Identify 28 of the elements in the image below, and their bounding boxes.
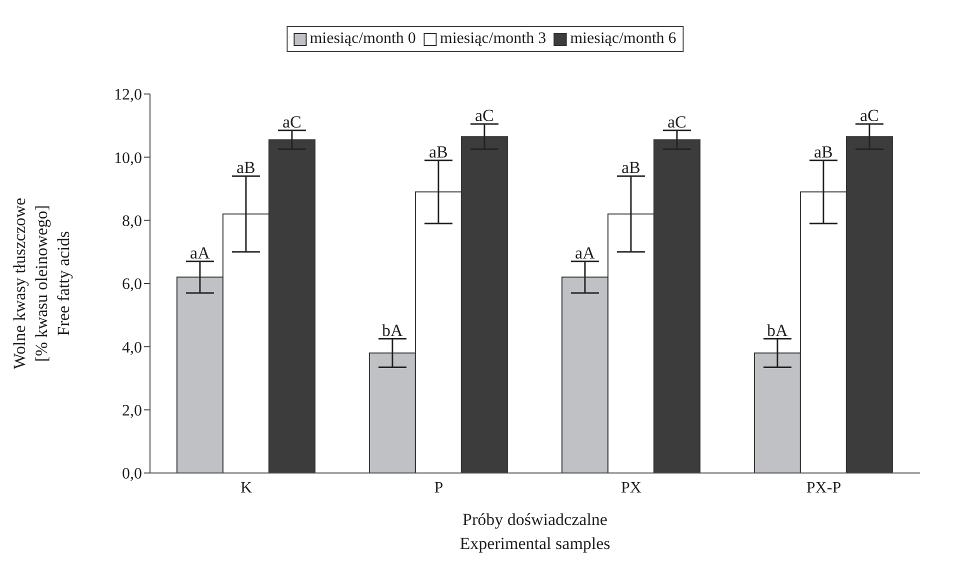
data-label: aA [190, 243, 211, 262]
y-tick-label: 8,0 [122, 213, 142, 230]
legend-label: miesiąc/month 0 [310, 30, 416, 48]
x-tick-label: K [240, 479, 252, 496]
data-label: aC [668, 112, 686, 132]
x-tick-label: PX-P [806, 479, 842, 496]
x-tick-label: P [434, 479, 444, 496]
y-tick-label: 2,0 [122, 402, 142, 420]
y-tick-label: 6,0 [122, 276, 142, 294]
y-tick-label: 12,0 [114, 86, 142, 104]
y-axis-title: Wolne kwasy tłuszczowe [% kwasu oleinowego] Free fatty acids [10, 198, 73, 370]
y-tick-label: 0,0 [122, 466, 142, 483]
data-label: aC [860, 106, 879, 126]
x-tick-label: PX [621, 479, 642, 496]
data-label: aB [622, 158, 640, 178]
y-tick-label: 10,0 [114, 150, 142, 167]
data-label: aC [282, 112, 302, 132]
data-label: aC [475, 106, 494, 126]
data-label: aA [575, 243, 596, 262]
legend-label: miesiąc/month 6 [570, 30, 676, 48]
data-label: bA [382, 320, 404, 340]
x-axis-title: Próby doświadczalne Experimental samples [460, 510, 610, 553]
data-label: aB [236, 158, 256, 178]
data-label: aB [429, 142, 448, 162]
data-label: bA [767, 320, 789, 340]
y-tick-label: 4,0 [122, 339, 142, 356]
data-label: aB [814, 142, 833, 162]
legend-label: miesiąc/month 3 [440, 30, 546, 48]
